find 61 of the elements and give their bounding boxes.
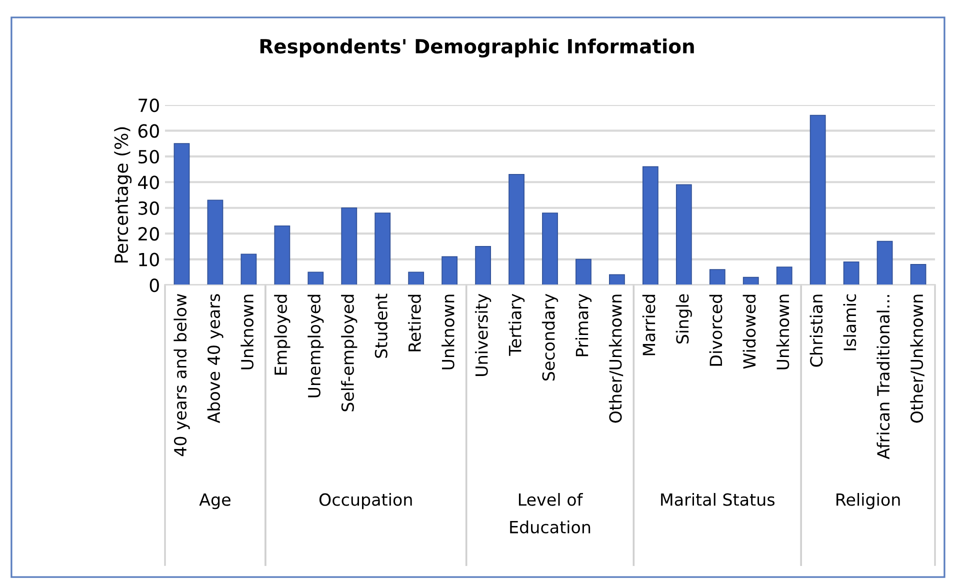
y-tick-label: 0	[150, 278, 159, 292]
x-tick-label: Unknown	[240, 294, 254, 370]
bar	[609, 274, 625, 285]
x-tick-label: Single	[676, 294, 692, 344]
bar	[709, 269, 726, 285]
x-tick-label: Primary	[575, 294, 592, 356]
bar	[240, 254, 257, 285]
bar	[207, 200, 224, 285]
x-tick-label: Unemployed	[308, 294, 324, 398]
y-tick-label: 10	[139, 252, 159, 266]
x-tick-label: Retired	[408, 294, 421, 352]
bar	[442, 256, 458, 285]
chart-title: Respondents' Demographic Information	[260, 38, 694, 58]
x-tick-label: Unknown	[442, 294, 454, 370]
bar	[408, 272, 424, 285]
y-tick-label: 60	[138, 124, 159, 138]
x-tick-label: 40 years and below	[174, 294, 190, 456]
bar	[876, 240, 893, 285]
y-axis-title: Percentage (%)	[114, 127, 132, 262]
x-tick-label: Other/Unknown	[910, 294, 924, 423]
bar	[542, 212, 558, 285]
bar	[742, 276, 759, 285]
text: Age	[199, 494, 230, 510]
bar	[374, 212, 391, 285]
y-tick-label: 70	[138, 98, 159, 112]
bar	[576, 258, 592, 285]
x-tick-label: Tertiary	[508, 294, 525, 356]
x-tick-label: Other/Unknown	[608, 294, 624, 423]
x-tick-label: Employed	[274, 294, 290, 375]
bar	[475, 246, 491, 285]
y-tick-label: 30	[138, 201, 159, 215]
text: Occupation	[319, 493, 412, 510]
x-tick-label: Above 40 years	[207, 294, 224, 424]
bar	[776, 266, 792, 285]
x-tick-label: African Traditional...	[876, 295, 890, 460]
bar	[274, 225, 290, 285]
text: Religion	[836, 493, 900, 510]
bar	[642, 166, 658, 285]
y-tick-label: 20	[138, 227, 159, 241]
bar	[810, 114, 826, 285]
x-tick-label: Self-employed	[341, 294, 358, 412]
bar	[308, 272, 324, 285]
x-tick-label: Divorced	[709, 294, 722, 366]
x-tick-label: Islamic	[843, 294, 856, 350]
y-tick-label: 40	[138, 176, 159, 190]
bar	[676, 184, 692, 285]
x-tick-label: Unknown	[776, 294, 790, 370]
x-tick-label: Secondary	[542, 294, 558, 381]
x-tick-label: Widowed	[742, 294, 756, 369]
x-tick-label: Married	[642, 294, 656, 356]
y-tick-label: 50	[138, 150, 159, 164]
text: Level of Education	[510, 493, 590, 534]
bar	[341, 207, 358, 285]
bar	[508, 174, 524, 285]
text: Marital Status	[661, 493, 775, 506]
x-tick-label: University	[474, 294, 492, 376]
x-tick-label: Student	[374, 294, 388, 358]
bar	[843, 261, 860, 285]
x-tick-label: Christian	[810, 294, 823, 367]
bar	[174, 143, 190, 285]
bar	[910, 264, 926, 285]
